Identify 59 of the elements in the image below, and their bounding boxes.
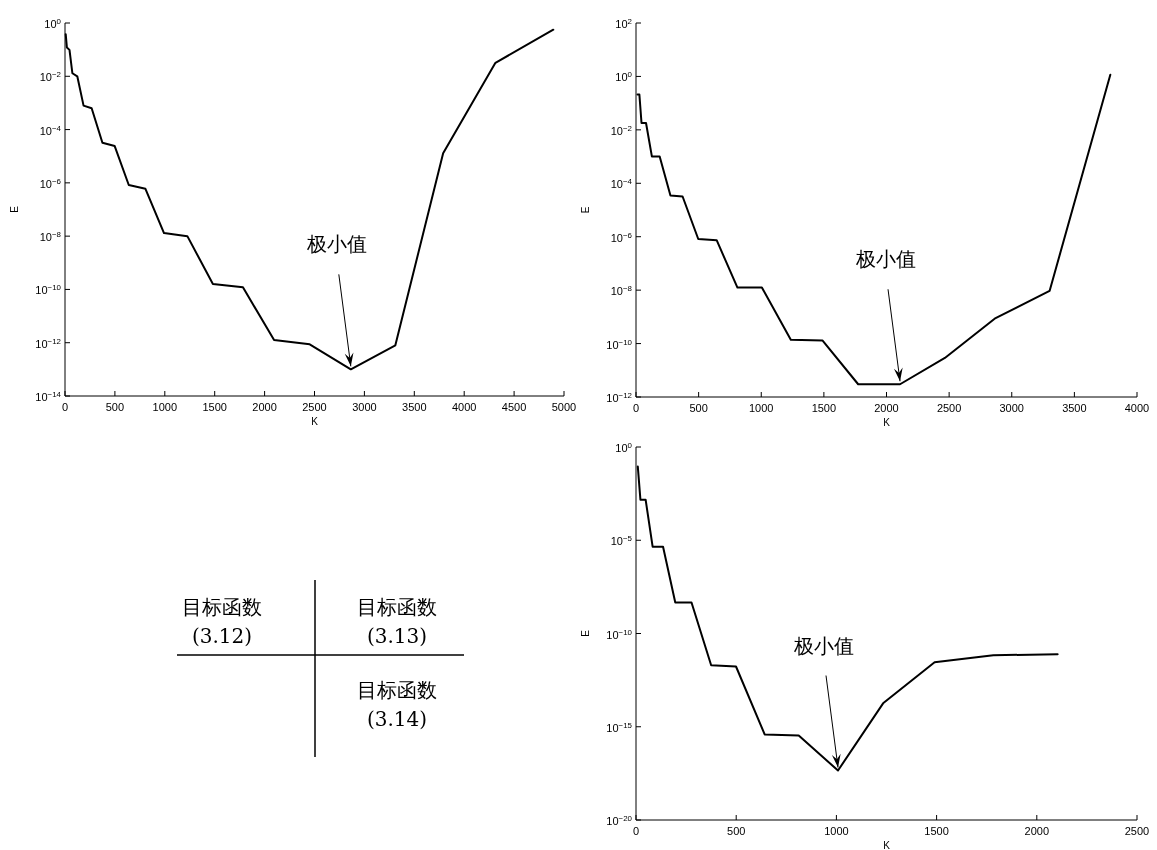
y-tick-label: 10$^{−10}$	[606, 627, 633, 641]
annotation: 极小值	[793, 633, 854, 658]
y-tick-label: 10$^{−15}$	[606, 720, 633, 734]
y-tick-label: 10$^{0}$	[44, 16, 62, 30]
y-tick-label: 10$^{−12}$	[35, 336, 61, 350]
x-tick-label: 2500	[1124, 825, 1150, 837]
y-tick-label: 10$^{−12}$	[606, 390, 632, 404]
x-tick-label: 500	[105, 401, 125, 413]
x-tick-label: 2000	[874, 402, 899, 414]
y-tick-label: 10$^{−6}$	[39, 176, 62, 190]
y-axis-title: E	[9, 205, 20, 213]
x-tick-label: 0	[61, 401, 69, 413]
y-tick-label: 10$^{−8}$	[39, 229, 62, 244]
y-tick-label: 10$^{0}$	[615, 440, 633, 454]
x-tick-label: 4000	[1124, 402, 1150, 414]
x-tick-label: 4500	[501, 401, 527, 413]
x-tick-label: 5000	[551, 401, 577, 413]
x-tick-label: 2500	[302, 401, 327, 413]
x-tick-label: 0	[632, 825, 640, 837]
x-tick-label: 0	[632, 402, 640, 414]
x-tick-label: 1000	[824, 825, 849, 837]
text: 目标函数 (3.12)	[182, 595, 262, 648]
y-tick-label: 10$^{−4}$	[39, 123, 62, 137]
annotation: 极小值	[855, 247, 917, 272]
y-tick-label: 10$^{−8}$	[610, 283, 633, 298]
y-axis-title: E	[580, 629, 591, 637]
x-tick-label: 2000	[252, 401, 277, 413]
y-tick-label: 10$^{−4}$	[610, 176, 633, 191]
x-tick-label: 1500	[811, 402, 837, 414]
y-tick-label: 10$^{−10}$	[35, 282, 62, 297]
x-axis-title: K	[883, 840, 891, 850]
x-tick-label: 1000	[152, 401, 178, 413]
y-tick-label: 10$^{−5}$	[610, 533, 633, 548]
x-tick-label: 3000	[352, 401, 377, 413]
x-tick-label: 500	[689, 402, 708, 414]
y-tick-label: 10$^{−2}$	[610, 123, 632, 137]
y-tick-label: 10$^{−14}$	[35, 389, 62, 403]
y-tick-label: 10$^{−6}$	[610, 230, 633, 244]
y-tick-label: 10$^{0}$	[615, 69, 633, 84]
x-tick-label: 1500	[924, 825, 949, 837]
x-axis-title: K	[311, 416, 319, 427]
x-tick-label: 2500	[936, 402, 962, 414]
x-tick-label: 2000	[1024, 825, 1050, 837]
y-tick-label: 10$^{−10}$	[606, 337, 633, 351]
x-tick-label: 1500	[202, 401, 227, 413]
y-axis-title: E	[580, 206, 591, 214]
x-tick-label: 500	[727, 825, 746, 837]
text: 目标函数 (3.13)	[357, 595, 437, 648]
y-tick-label: 10$^{−2}$	[39, 69, 61, 84]
x-tick-label: 1000	[749, 402, 774, 414]
annotation: 极小值	[305, 232, 367, 257]
x-tick-label: 3500	[402, 401, 427, 413]
x-axis-title: K	[883, 417, 891, 428]
x-tick-label: 3000	[999, 402, 1024, 414]
y-tick-label: 10$^{−20}$	[606, 813, 633, 827]
text: 目标函数 (3.14)	[357, 678, 437, 731]
x-tick-label: 3500	[1062, 402, 1087, 414]
y-tick-label: 10$^{2}$	[615, 16, 632, 30]
x-tick-label: 4000	[451, 401, 477, 413]
